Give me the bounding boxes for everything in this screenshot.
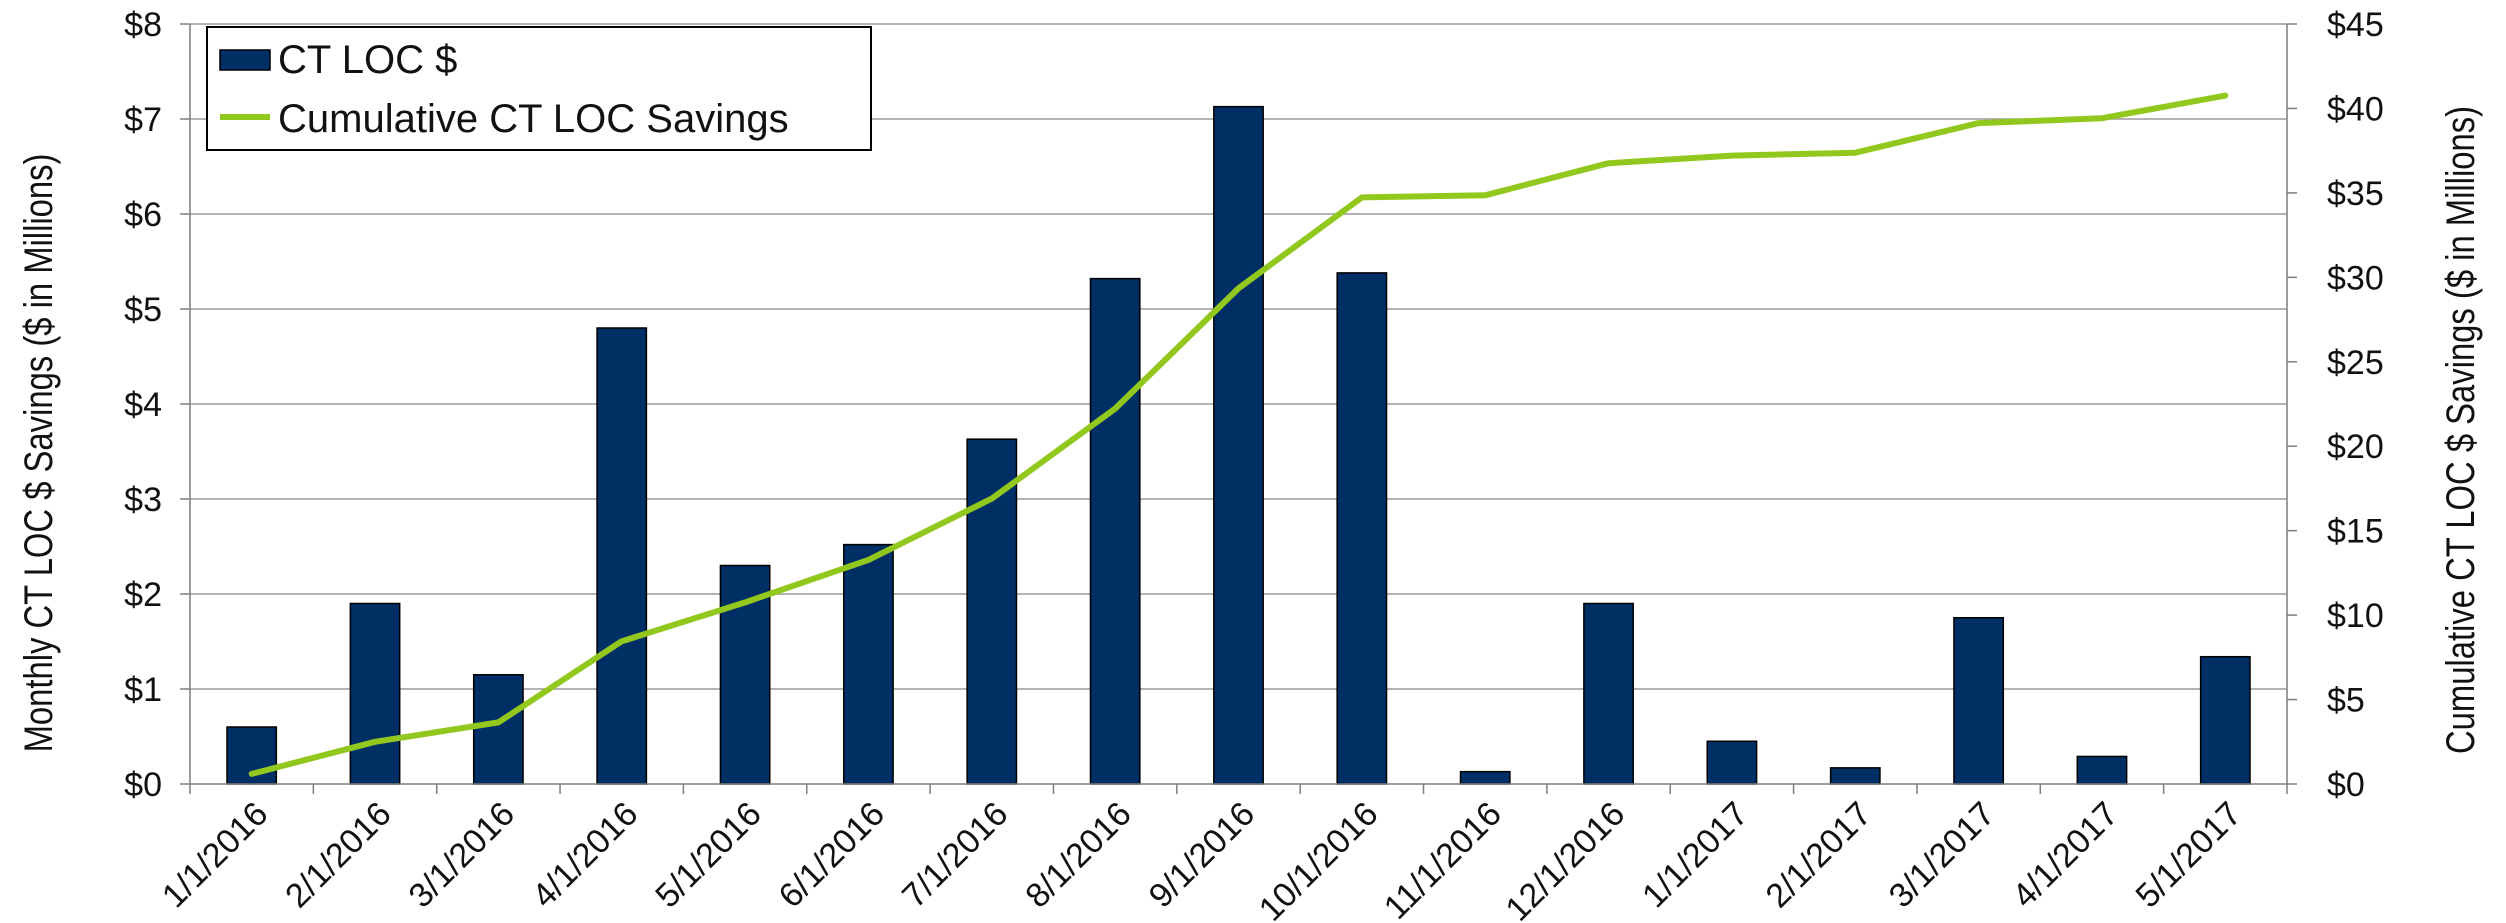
x-tick-label: 3/1/2016 (402, 795, 522, 915)
left-tick-label: $4 (124, 386, 162, 424)
left-tick-label: $7 (124, 101, 162, 139)
bar (2199, 655, 2251, 785)
legend-box (206, 26, 872, 151)
x-tick-label: 2/1/2017 (1758, 795, 1878, 915)
bar (1953, 617, 2005, 785)
cumulative-line (248, 92, 2229, 777)
axes (180, 23, 2297, 794)
x-tick-label: 3/1/2017 (1882, 795, 2002, 915)
bar (472, 674, 524, 785)
bar (349, 602, 401, 785)
right-tick-label: $15 (2327, 513, 2384, 551)
left-tick-label: $6 (124, 196, 162, 234)
left-axis-ticks: $0 $1 $2 $3 $4 $5 $6 $7 $8 (124, 6, 162, 804)
bar (966, 438, 1018, 785)
x-tick-label: 11/1/2016 (1377, 795, 1509, 923)
bar (1706, 740, 1758, 785)
x-tick-label: 2/1/2016 (278, 795, 398, 915)
x-tick-label: 9/1/2016 (1142, 795, 1262, 915)
right-axis-ticks: $0 $5 $10 $15 $20 $25 $30 $35 $40 $45 (2327, 6, 2384, 804)
left-tick-label: $2 (124, 576, 162, 614)
x-tick-label: 8/1/2016 (1018, 795, 1138, 915)
right-axis-title: Cumulative CT LOC $ Savings ($ in Millio… (2438, 106, 2483, 754)
left-tick-label: $3 (124, 481, 162, 519)
x-tick-label: 1/1/2016 (155, 795, 275, 915)
right-tick-label: $40 (2327, 90, 2384, 128)
x-tick-label: 1/1/2017 (1635, 795, 1755, 915)
left-tick-label: $1 (124, 671, 162, 709)
bar (843, 543, 894, 785)
x-tick-label: 5/1/2017 (2128, 795, 2248, 915)
x-tick-label: 5/1/2016 (648, 795, 768, 915)
x-tick-label: 12/1/2016 (1498, 795, 1632, 923)
left-tick-label: $0 (124, 766, 162, 804)
right-tick-label: $30 (2327, 259, 2384, 297)
legend-label-line: Cumulative CT LOC Savings (278, 97, 789, 141)
left-axis-title: Monthly CT LOC $ Savings ($ in Millions) (16, 154, 61, 753)
x-tick-label: 4/1/2017 (2005, 795, 2125, 915)
bar (596, 327, 648, 785)
bar (1213, 105, 1264, 785)
bar-series (226, 105, 2251, 785)
right-tick-label: $45 (2327, 6, 2384, 44)
bar (1336, 272, 1388, 785)
x-axis-ticks: 1/1/2016 2/1/2016 3/1/2016 4/1/2016 5/1/2016… (155, 795, 2249, 923)
x-tick-label: 7/1/2016 (895, 795, 1015, 915)
right-tick-label: $5 (2327, 682, 2365, 720)
x-tick-label: 6/1/2016 (772, 795, 892, 915)
left-tick-label: $5 (124, 291, 162, 329)
bar (1583, 602, 1634, 785)
legend-label-bar: CT LOC $ (278, 38, 457, 82)
bar (2076, 755, 2128, 785)
right-tick-label: $35 (2327, 175, 2384, 213)
bar (1829, 767, 1881, 785)
x-tick-label: 4/1/2016 (525, 795, 645, 915)
right-tick-label: $0 (2327, 766, 2365, 804)
right-tick-label: $25 (2327, 344, 2384, 382)
bar (1089, 277, 1141, 785)
legend-swatch-bar (219, 49, 271, 71)
right-tick-label: $20 (2327, 428, 2384, 466)
left-tick-label: $8 (124, 6, 162, 44)
right-tick-label: $10 (2327, 597, 2384, 635)
line-series (248, 92, 2229, 777)
x-tick-label: 10/1/2016 (1252, 795, 1386, 923)
legend: CT LOC $ Cumulative CT LOC Savings (206, 26, 872, 151)
bar (1459, 770, 1511, 785)
